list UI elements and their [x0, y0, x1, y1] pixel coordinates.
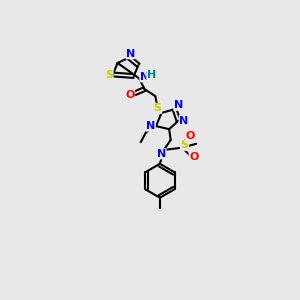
Text: O: O	[185, 131, 195, 141]
Text: N: N	[174, 100, 183, 110]
Text: O: O	[125, 89, 135, 100]
Text: S: S	[105, 70, 113, 80]
Text: H: H	[147, 70, 156, 80]
Text: O: O	[189, 152, 199, 162]
Text: S: S	[154, 103, 162, 113]
Text: N: N	[126, 49, 135, 59]
Text: N: N	[146, 121, 155, 131]
Text: N: N	[157, 149, 166, 159]
Text: S: S	[181, 140, 189, 150]
Text: N: N	[179, 116, 188, 126]
Text: N: N	[140, 72, 149, 82]
